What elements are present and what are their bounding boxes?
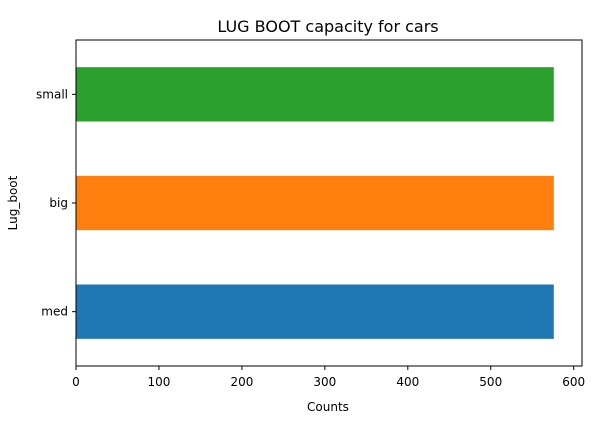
bar-med — [76, 284, 554, 339]
bar-small — [76, 67, 554, 122]
x-axis-ticks: 0 100 200 300 400 500 600 — [72, 366, 585, 389]
bar-big — [76, 175, 554, 231]
chart-title: LUG BOOT capacity for cars — [217, 17, 438, 36]
y-tick-label: small — [36, 87, 68, 101]
x-tick-label: 500 — [479, 375, 502, 389]
x-tick-label: 200 — [230, 375, 253, 389]
x-tick-label: 0 — [72, 375, 80, 389]
y-tick-label: med — [41, 305, 68, 319]
x-tick-label: 100 — [147, 375, 170, 389]
y-axis-ticks: med big small — [36, 87, 76, 319]
x-tick-label: 600 — [562, 375, 585, 389]
x-tick-label: 400 — [396, 375, 419, 389]
x-axis-label: Counts — [307, 400, 349, 414]
bars-group — [76, 67, 554, 339]
x-tick-label: 300 — [313, 375, 336, 389]
y-axis-label: Lug_boot — [6, 175, 20, 230]
y-tick-label: big — [49, 196, 68, 210]
